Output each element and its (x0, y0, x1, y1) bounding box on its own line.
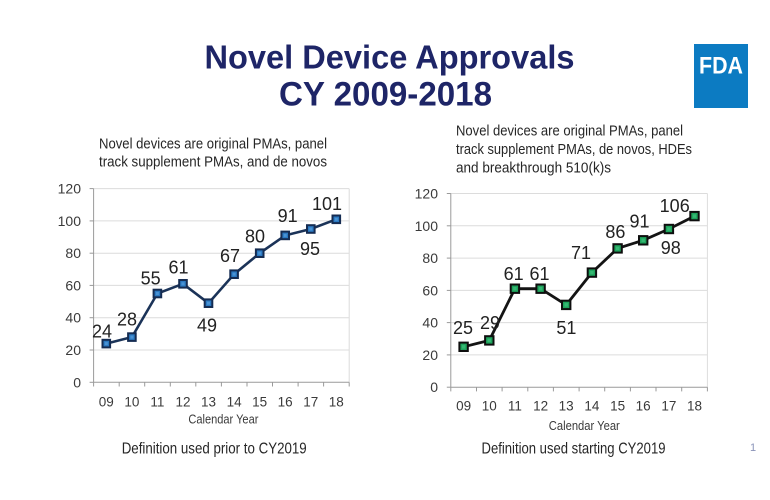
svg-text:Definition used prior to CY201: Definition used prior to CY2019 (122, 441, 307, 458)
svg-text:Novel devices are original PMA: Novel devices are original PMAs, panel (456, 124, 683, 140)
svg-text:16: 16 (278, 394, 293, 409)
svg-text:51: 51 (556, 318, 576, 338)
svg-text:13: 13 (559, 399, 574, 414)
svg-text:CY 2009-2018: CY 2009-2018 (279, 76, 492, 114)
svg-text:80: 80 (422, 250, 438, 266)
svg-text:Novel Device Approvals: Novel Device Approvals (205, 38, 575, 75)
svg-text:95: 95 (300, 239, 320, 259)
svg-text:40: 40 (65, 310, 81, 326)
svg-text:12: 12 (175, 394, 190, 409)
svg-text:12: 12 (533, 399, 548, 414)
svg-text:71: 71 (571, 243, 591, 263)
svg-text:120: 120 (58, 181, 82, 197)
svg-text:Calendar Year: Calendar Year (188, 412, 259, 427)
svg-text:track supplement PMAs, de novo: track supplement PMAs, de novos, HDEs (456, 142, 692, 158)
svg-text:17: 17 (661, 399, 676, 414)
svg-text:09: 09 (99, 394, 114, 409)
svg-text:Calendar Year: Calendar Year (549, 418, 621, 433)
svg-text:98: 98 (661, 238, 681, 258)
svg-text:13: 13 (201, 394, 216, 409)
svg-text:25: 25 (453, 318, 473, 338)
svg-text:91: 91 (278, 206, 298, 226)
svg-text:track supplement PMAs, and de: track supplement PMAs, and de novos (99, 154, 327, 170)
svg-text:FDA: FDA (699, 53, 743, 80)
svg-text:16: 16 (636, 399, 651, 414)
svg-text:91: 91 (629, 212, 649, 232)
svg-text:09: 09 (456, 399, 471, 414)
svg-text:11: 11 (150, 394, 164, 409)
svg-text:61: 61 (504, 264, 524, 284)
svg-text:14: 14 (227, 394, 243, 409)
svg-text:14: 14 (584, 399, 600, 414)
svg-text:29: 29 (480, 313, 500, 333)
svg-text:86: 86 (605, 222, 625, 242)
svg-text:15: 15 (610, 399, 625, 414)
svg-text:120: 120 (415, 186, 439, 202)
svg-text:60: 60 (422, 282, 438, 298)
svg-text:106: 106 (660, 196, 690, 216)
svg-text:and breakthrough 510(k)s: and breakthrough 510(k)s (456, 161, 611, 177)
svg-text:11: 11 (508, 399, 522, 414)
svg-text:80: 80 (245, 227, 265, 247)
svg-text:10: 10 (482, 399, 497, 414)
svg-text:Novel devices are original PMA: Novel devices are original PMAs, panel (99, 137, 327, 153)
svg-text:18: 18 (687, 399, 702, 414)
svg-text:20: 20 (422, 347, 438, 363)
svg-text:100: 100 (58, 213, 82, 229)
svg-text:49: 49 (197, 315, 217, 335)
svg-text:15: 15 (252, 394, 267, 409)
svg-text:40: 40 (422, 315, 438, 331)
svg-text:67: 67 (220, 246, 240, 266)
svg-text:0: 0 (430, 379, 438, 395)
svg-text:18: 18 (329, 394, 344, 409)
svg-text:80: 80 (65, 245, 81, 261)
svg-text:Definition used starting CY201: Definition used starting CY2019 (482, 440, 666, 457)
svg-text:61: 61 (168, 257, 188, 277)
svg-text:28: 28 (117, 309, 137, 329)
svg-text:100: 100 (415, 218, 439, 234)
svg-text:17: 17 (303, 394, 318, 409)
svg-text:0: 0 (73, 374, 81, 390)
svg-text:101: 101 (312, 194, 342, 214)
svg-text:61: 61 (529, 264, 549, 284)
svg-text:10: 10 (124, 394, 139, 409)
svg-text:55: 55 (141, 268, 161, 288)
svg-text:1: 1 (750, 442, 756, 454)
svg-text:20: 20 (65, 342, 81, 358)
svg-text:60: 60 (65, 277, 81, 293)
svg-text:24: 24 (92, 321, 112, 341)
